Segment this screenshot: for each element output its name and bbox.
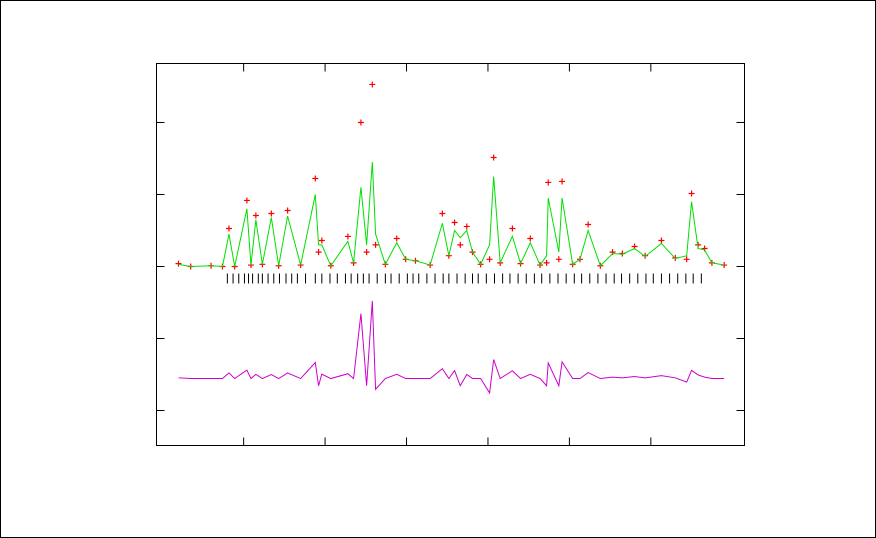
observed-point xyxy=(393,235,400,242)
observed-point xyxy=(490,154,497,161)
observed-point xyxy=(175,260,182,267)
observed-point xyxy=(585,221,592,228)
series-line xyxy=(178,162,725,268)
series-line xyxy=(178,300,725,395)
observed-point xyxy=(559,178,566,185)
observed-point xyxy=(268,210,275,217)
observed-point xyxy=(312,175,319,182)
observed-point xyxy=(252,212,259,219)
observed-point xyxy=(555,256,562,263)
observed-point xyxy=(658,237,665,244)
observed-point xyxy=(683,256,690,263)
observed-point xyxy=(344,233,351,240)
observed-point xyxy=(509,225,516,232)
observed-point xyxy=(357,119,364,126)
observed-point xyxy=(463,223,470,230)
observed-point xyxy=(527,235,534,242)
observed-point xyxy=(688,190,695,197)
observed-point xyxy=(457,241,464,248)
observed-point xyxy=(543,259,550,266)
observed-point xyxy=(642,252,649,259)
observed-point xyxy=(225,225,232,232)
observed-point xyxy=(315,249,322,256)
observed-point xyxy=(284,207,291,214)
plot-frame xyxy=(156,63,745,446)
observed-point xyxy=(369,81,376,88)
observed-point xyxy=(363,249,370,256)
observed-point xyxy=(451,219,458,226)
observed-point xyxy=(243,197,250,204)
observed-point xyxy=(318,237,325,244)
observed-point xyxy=(486,256,493,263)
observed-point xyxy=(439,210,446,217)
observed-point xyxy=(372,241,379,248)
observed-point xyxy=(545,179,552,186)
